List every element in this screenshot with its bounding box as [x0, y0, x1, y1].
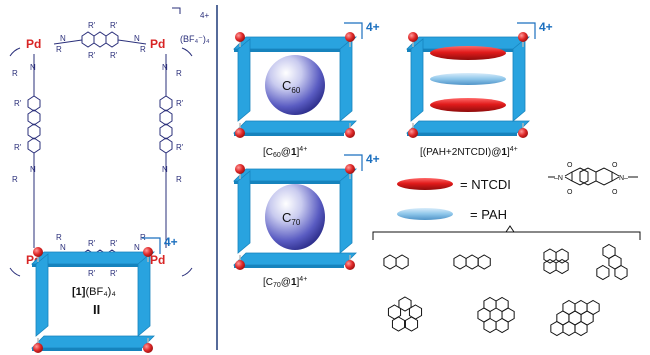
pah-pyrene: [543, 248, 569, 274]
c60-sphere-label: C60: [282, 78, 301, 95]
pah-naphthalene: [383, 254, 409, 270]
pah-triphenylene: [596, 244, 628, 280]
pah-ntcdi-cage: 4+: [406, 20, 553, 139]
n-label: N: [60, 34, 66, 43]
n-label: N: [162, 165, 168, 174]
charge-label: 4+: [366, 152, 380, 166]
ntcdi-disc-bottom: [430, 98, 506, 112]
ntcdi-n-right: N–: [619, 175, 628, 182]
charge-label: 4+: [366, 20, 380, 34]
pah-legend-swatch: [397, 208, 453, 220]
nh-label: N: [30, 63, 36, 72]
n-label: N: [60, 243, 66, 252]
c70-cage: C70 4+: [233, 152, 380, 271]
pah-legend-label: = PAH: [470, 207, 507, 222]
ntcdi-o: O: [567, 162, 573, 169]
n-label: N: [134, 243, 140, 252]
r-prime-label: R': [88, 269, 96, 278]
c70-sphere-label: C70: [282, 210, 301, 227]
charge-superscript: 4+: [200, 11, 209, 20]
roman-numeral-label: II: [93, 302, 100, 317]
r-prime-label: R': [88, 239, 96, 248]
pah-coronene: [550, 300, 600, 336]
pah-complex-label: [(PAH+2NTCDI)@1]4+: [420, 146, 518, 158]
ntcdi-o: O: [612, 189, 618, 196]
n-label: N: [30, 165, 36, 174]
cage-chemical-structure: Pd Pd Pd Pd N N R R R' R' R' R' N N R R …: [9, 7, 210, 317]
ntcdi-o: O: [567, 189, 573, 196]
r-prime-label: R': [110, 239, 118, 248]
ntcdi-structure: [548, 167, 638, 186]
c60-cage: C60 4+: [233, 20, 380, 139]
c60-sphere: [265, 55, 325, 115]
pd-label-br: Pd: [150, 253, 165, 267]
c60-complex-label: [C60@1]4+: [263, 146, 307, 159]
ntcdi-n-left: –N: [554, 175, 563, 182]
legend: = NTCDI = PAH: [397, 177, 511, 222]
pah-anthracene: [453, 254, 491, 270]
r-prime-label: R': [14, 143, 22, 152]
pah-disc: [430, 73, 506, 85]
pah-bracket: [372, 225, 641, 240]
ntcdi-legend-label: = NTCDI: [460, 177, 511, 192]
ntcdi-o: O: [612, 162, 618, 169]
pah-corannulene: [387, 296, 423, 332]
ntcdi-disc-top: [430, 46, 506, 60]
r-label: R: [176, 175, 182, 184]
r-label: R: [56, 233, 62, 242]
nh-label: N: [162, 63, 168, 72]
pah-perylene: [477, 297, 515, 333]
charge-label: 4+: [164, 235, 178, 249]
r-label: R: [56, 45, 62, 54]
c70-sphere: [265, 184, 325, 250]
r-prime-label: R': [176, 143, 184, 152]
r-prime-label: R': [176, 99, 184, 108]
n-label: N: [134, 34, 140, 43]
r-label: R: [140, 45, 146, 54]
compound-label: [1](BF₄)₄: [72, 286, 116, 298]
pd-label-tr: Pd: [150, 37, 165, 51]
r-prime-label: R': [88, 51, 96, 60]
ntcdi-legend-swatch: [397, 178, 453, 190]
r-label: R: [12, 175, 18, 184]
r-prime-label: R': [110, 269, 118, 278]
pd-label-tl: Pd: [26, 37, 41, 51]
r-label: R: [12, 69, 18, 78]
empty-cage: 4+: [31, 235, 178, 354]
c70-complex-label: [C70@1]4+: [263, 276, 307, 289]
charge-label: 4+: [539, 20, 553, 34]
r-prime-label: R': [88, 21, 96, 30]
r-prime-label: R': [110, 21, 118, 30]
counterion-label: (BF₄⁻)₄: [180, 34, 210, 44]
r-label: R: [176, 69, 182, 78]
r-prime-label: R': [14, 99, 22, 108]
r-prime-label: R': [110, 51, 118, 60]
